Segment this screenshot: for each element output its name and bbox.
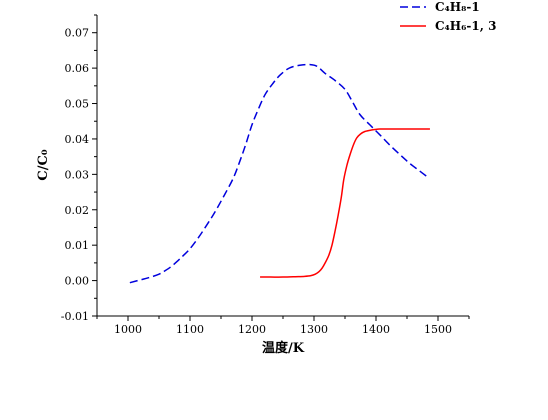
series-line-c4h8-1 <box>129 63 430 284</box>
x-tick-label: 1200 <box>238 323 266 336</box>
plot-area <box>129 63 430 284</box>
y-tick-label: 0.00 <box>65 275 90 288</box>
x-axis-title: 温度/K <box>262 340 305 356</box>
legend: C₄H₈-1 C₄H₆-1, 3 <box>400 0 496 33</box>
x-tick-label: 1100 <box>176 323 204 336</box>
y-axis-title: C/C₀ <box>36 149 51 180</box>
legend-label-c4h6-1-3: C₄H₆-1, 3 <box>435 19 496 33</box>
series-line-c4h6-1-3 <box>260 128 430 278</box>
x-tick-label: 1000 <box>114 323 142 336</box>
x-tick-label: 1400 <box>362 323 390 336</box>
y-tick-label: 0.04 <box>65 133 90 146</box>
x-tick-label: 1300 <box>300 323 328 336</box>
y-tick-label: 0.02 <box>65 204 90 217</box>
y-tick-label: -0.01 <box>61 310 89 323</box>
x-tick-label: 1500 <box>424 323 452 336</box>
y-tick-label: 0.06 <box>65 62 90 75</box>
y-tick-label: 0.05 <box>65 98 90 111</box>
y-tick-label: 0.07 <box>65 27 90 40</box>
y-tick-label: 0.01 <box>65 239 90 252</box>
y-tick-label: 0.03 <box>65 168 90 181</box>
legend-label-c4h8-1: C₄H₈-1 <box>435 0 480 14</box>
ticks: 1000 1100 1200 1300 1400 1500 -0.01 0.00 0.01 0.0… <box>61 14 470 336</box>
